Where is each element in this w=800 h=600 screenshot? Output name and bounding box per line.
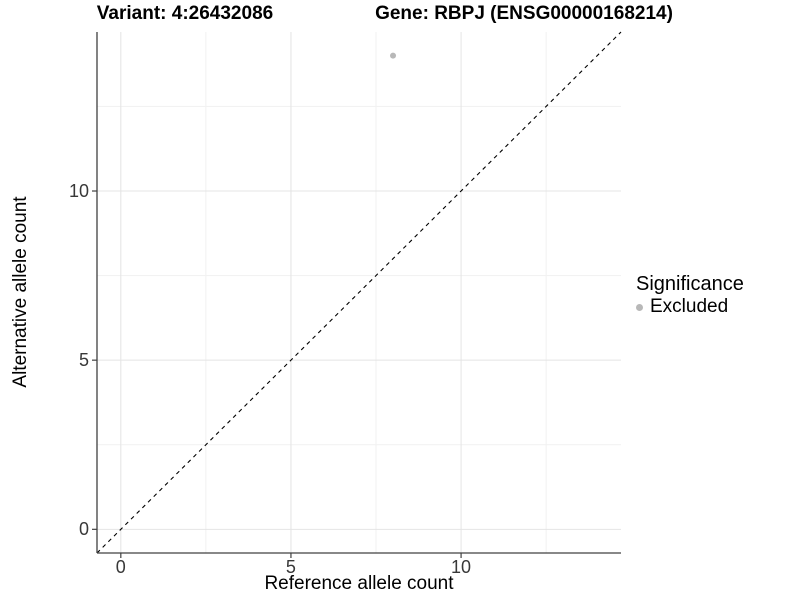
x-axis-title: Reference allele count: [264, 573, 454, 594]
y-axis-tick-label: 0: [78, 519, 89, 540]
legend-item-excluded: Excluded: [636, 296, 744, 318]
legend-title: Significance: [636, 273, 744, 295]
x-axis-tick-label: 0: [115, 557, 126, 577]
legend-item-label: Excluded: [650, 296, 729, 317]
legend-point-icon: [636, 303, 643, 311]
plot-title-gene: Gene: RBPJ (ENSG00000168214): [375, 3, 673, 24]
x-axis-tick-label: 5: [285, 557, 296, 577]
y-axis-title: Alternative allele count: [10, 196, 31, 388]
plot-title-variant: Variant: 4:26432086: [96, 3, 274, 24]
y-axis-tick-label: 5: [78, 350, 89, 371]
legend: Significance Excluded: [636, 273, 744, 318]
x-axis-tick-label: 10: [451, 557, 472, 577]
y-axis-tick-label: 10: [68, 181, 89, 201]
